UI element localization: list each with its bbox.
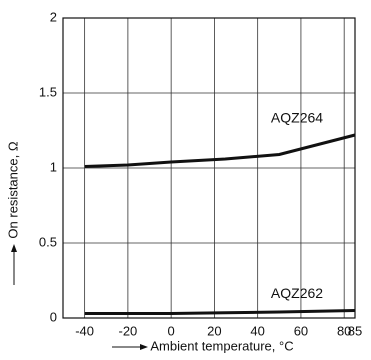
x-tick-label: 85 xyxy=(348,323,362,338)
y-tick-label: 2 xyxy=(50,9,57,24)
x-tick-label: 20 xyxy=(207,323,221,338)
series-line xyxy=(84,309,356,315)
x-tick-label: 0 xyxy=(168,323,175,338)
series-label: AQZ264 xyxy=(271,110,323,126)
x-tick-label: 40 xyxy=(250,323,264,338)
y-axis-label: On resistance, Ω xyxy=(5,141,20,238)
x-axis-arrowhead xyxy=(140,344,148,350)
plot-frame xyxy=(62,17,356,319)
x-tick-label: -20 xyxy=(118,323,137,338)
y-axis-arrowhead xyxy=(11,244,17,252)
x-tick-label: 80 xyxy=(337,323,351,338)
x-tick-label: -40 xyxy=(75,323,94,338)
x-axis-label: Ambient temperature, °C xyxy=(150,338,293,353)
x-tick-label: 60 xyxy=(294,323,308,338)
y-tick-label: 1.5 xyxy=(39,84,57,99)
y-tick-label: 0 xyxy=(50,309,57,324)
y-tick-label: 0.5 xyxy=(39,234,57,249)
series-line xyxy=(84,133,356,168)
y-tick-label: 1 xyxy=(50,159,57,174)
series-label: AQZ262 xyxy=(271,285,323,301)
